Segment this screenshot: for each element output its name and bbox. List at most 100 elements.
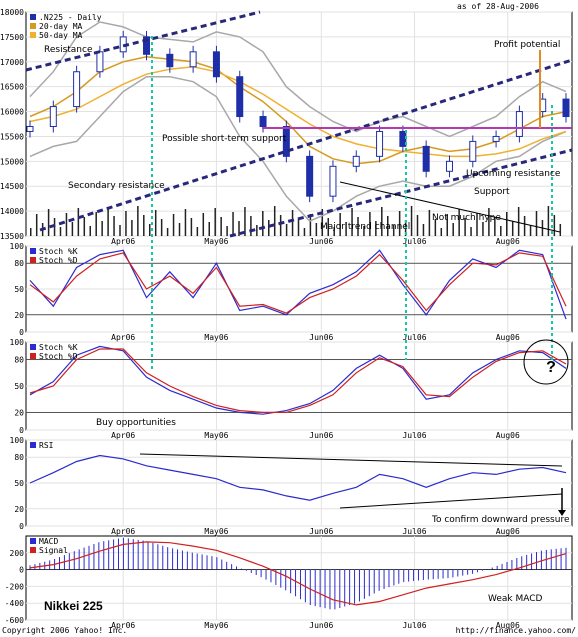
- volume-bar: [190, 218, 193, 236]
- volume-bar: [553, 215, 556, 236]
- volume-bar: [357, 217, 359, 236]
- secondary-resistance-label: Secondary resistance: [68, 181, 165, 191]
- y-tick-label: 16500: [0, 83, 24, 92]
- major-channel-lower-trendline: [229, 148, 573, 238]
- month-label: Jul06: [402, 621, 426, 630]
- month-label: Aug06: [496, 237, 520, 246]
- month-label: Jun06: [309, 333, 333, 342]
- resistance-label: Resistance: [44, 45, 93, 55]
- legend-label: 50-day MA: [39, 31, 83, 40]
- y-tick-label: 50: [14, 285, 24, 294]
- ma20-line: [29, 56, 567, 165]
- volume-bar: [143, 215, 145, 236]
- legend-label: Stoch %K: [39, 247, 78, 256]
- legend-swatch: [30, 344, 36, 350]
- volume-bar: [369, 212, 371, 236]
- volume-bar: [303, 228, 306, 236]
- volume-bar: [363, 226, 365, 236]
- volume-bar: [470, 227, 472, 236]
- y-tick-label: 0: [19, 426, 24, 435]
- candle-body: [49, 106, 57, 127]
- month-label: Jul06: [402, 431, 426, 440]
- volume-bar: [250, 216, 252, 236]
- volume-bar: [339, 213, 341, 236]
- series-line-rsi: [29, 454, 567, 501]
- support-label: Support: [474, 187, 510, 197]
- y-tick-label: 15000: [0, 157, 24, 166]
- candle-body: [166, 53, 174, 68]
- volume-bar: [35, 214, 38, 236]
- candle-body: [562, 98, 570, 118]
- volume-bar: [95, 212, 97, 236]
- as-of-date: as of 28-Aug-2006: [457, 2, 539, 11]
- volume-bar: [410, 206, 413, 236]
- candle-body: [306, 155, 314, 197]
- legend-swatch: [30, 353, 36, 359]
- y-tick-label: -400: [5, 599, 24, 608]
- volume-bar: [256, 225, 258, 236]
- short-term-support-label: Possible short-term support: [162, 134, 287, 144]
- candle-body: [26, 125, 34, 132]
- volume-bar: [273, 206, 276, 236]
- volume-bar: [113, 216, 115, 236]
- volume-bar: [196, 227, 199, 236]
- volume-bar: [506, 212, 508, 236]
- legend-label: Stoch %D: [39, 256, 78, 265]
- candle-body: [399, 130, 407, 147]
- candle-body: [212, 51, 220, 78]
- volume-bar: [226, 226, 228, 236]
- candle-body: [189, 51, 197, 68]
- volume-bar: [244, 207, 246, 236]
- month-label: Jul06: [402, 237, 426, 246]
- series-line-stoch-d: [29, 348, 567, 413]
- volume-bar: [172, 214, 175, 236]
- volume-bar: [149, 224, 151, 236]
- month-label: May06: [204, 431, 228, 440]
- legend-swatch: [30, 14, 36, 20]
- month-label: Aug06: [496, 333, 520, 342]
- upcoming-resistance-label: Upcoming resistance: [466, 169, 561, 179]
- copyright: Copyright 2006 Yahoo! Inc.: [2, 626, 127, 635]
- confirm-arrow-head: [558, 510, 566, 516]
- volume-bar: [71, 222, 74, 236]
- candle-body: [445, 160, 453, 172]
- volume-bar: [119, 225, 121, 236]
- volume-bar: [131, 220, 133, 236]
- volume-bar: [535, 211, 538, 236]
- volume-bar: [154, 210, 157, 236]
- y-tick-label: -200: [5, 582, 24, 591]
- volume-bar: [47, 209, 50, 236]
- legend-label: Stoch %K: [39, 343, 78, 352]
- legend-label: 20-day MA: [39, 22, 83, 31]
- month-label: Apr06: [111, 237, 135, 246]
- month-label: May06: [204, 333, 228, 342]
- y-tick-label: 14000: [0, 207, 24, 216]
- y-tick-label: 50: [14, 382, 24, 391]
- volume-bar: [137, 206, 139, 236]
- volume-bar: [77, 208, 80, 236]
- volume-bar: [482, 222, 484, 236]
- volume-bar: [440, 228, 443, 236]
- y-tick-label: 17500: [0, 33, 24, 42]
- legend-label: RSI: [39, 441, 54, 450]
- y-tick-label: 0: [19, 522, 24, 531]
- not-much-hype-line: [339, 181, 561, 233]
- profit-potential-label: Profit potential: [494, 40, 560, 50]
- month-label: Jun06: [309, 527, 333, 536]
- y-tick-label: 20: [14, 311, 24, 320]
- volume-bar: [428, 210, 431, 236]
- rsi-upper-trendline: [139, 453, 563, 467]
- uncertainty-circle: [523, 339, 569, 385]
- volume-bar: [529, 225, 532, 236]
- source-url: http://finance.yahoo.com/: [456, 626, 577, 635]
- volume-bar: [315, 223, 318, 236]
- month-label: Apr06: [111, 333, 135, 342]
- candle-body: [376, 130, 384, 157]
- volume-bar: [559, 224, 562, 236]
- volume-bar: [422, 224, 425, 236]
- volume-bar: [160, 219, 163, 236]
- volume-bar: [392, 225, 395, 236]
- macd-signal-line: [29, 541, 567, 606]
- legend-label: Stoch %D: [39, 352, 78, 361]
- month-label: Apr06: [111, 621, 135, 630]
